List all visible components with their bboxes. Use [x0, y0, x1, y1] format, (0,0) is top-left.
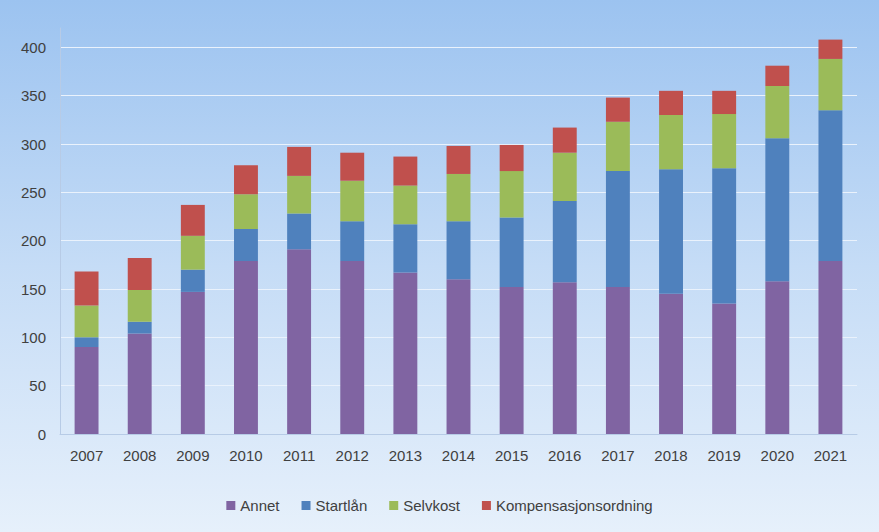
- svg-text:400: 400: [21, 39, 46, 56]
- svg-text:2020: 2020: [761, 447, 794, 464]
- svg-text:250: 250: [21, 184, 46, 201]
- svg-text:2007: 2007: [70, 447, 103, 464]
- svg-text:2015: 2015: [495, 447, 528, 464]
- svg-text:300: 300: [21, 136, 46, 153]
- svg-text:2017: 2017: [601, 447, 634, 464]
- svg-text:50: 50: [29, 377, 46, 394]
- svg-text:Selvkost: Selvkost: [403, 497, 461, 514]
- svg-text:2010: 2010: [229, 447, 262, 464]
- svg-text:2018: 2018: [654, 447, 687, 464]
- svg-text:200: 200: [21, 232, 46, 249]
- svg-text:2008: 2008: [123, 447, 156, 464]
- svg-text:0: 0: [38, 426, 46, 443]
- svg-text:Kompensasjonsordning: Kompensasjonsordning: [496, 497, 653, 514]
- svg-text:2016: 2016: [548, 447, 581, 464]
- svg-text:100: 100: [21, 329, 46, 346]
- svg-text:Annet: Annet: [240, 497, 280, 514]
- svg-text:2014: 2014: [442, 447, 475, 464]
- svg-text:350: 350: [21, 87, 46, 104]
- svg-text:2012: 2012: [336, 447, 369, 464]
- svg-text:Startlån: Startlån: [316, 497, 368, 514]
- svg-text:2021: 2021: [814, 447, 847, 464]
- svg-text:2011: 2011: [283, 447, 315, 464]
- svg-text:2019: 2019: [707, 447, 740, 464]
- svg-text:150: 150: [21, 281, 46, 298]
- svg-text:2013: 2013: [389, 447, 422, 464]
- svg-text:2009: 2009: [176, 447, 209, 464]
